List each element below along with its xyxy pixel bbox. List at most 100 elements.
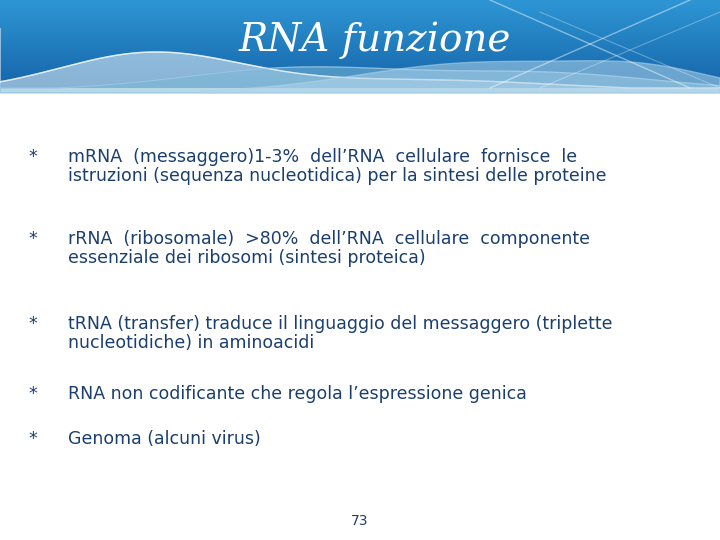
Bar bbox=[0, 63, 720, 64]
Bar bbox=[0, 87, 720, 88]
Bar bbox=[0, 3, 720, 4]
Bar bbox=[0, 33, 720, 34]
Bar bbox=[0, 84, 720, 85]
Bar bbox=[0, 36, 720, 37]
Text: tRNA (transfer) traduce il linguaggio del messaggero (triplette: tRNA (transfer) traduce il linguaggio de… bbox=[68, 315, 613, 333]
Bar bbox=[0, 45, 720, 46]
Bar bbox=[0, 17, 720, 18]
Bar bbox=[0, 61, 720, 62]
Bar bbox=[0, 85, 720, 86]
Bar bbox=[0, 67, 720, 68]
Bar bbox=[0, 5, 720, 6]
Text: *: * bbox=[28, 430, 37, 448]
Bar bbox=[0, 35, 720, 36]
Bar bbox=[0, 22, 720, 23]
Bar bbox=[0, 31, 720, 32]
Bar bbox=[0, 62, 720, 63]
Bar bbox=[0, 64, 720, 65]
Bar bbox=[0, 59, 720, 60]
Bar bbox=[0, 16, 720, 17]
Bar bbox=[0, 54, 720, 55]
Bar bbox=[0, 9, 720, 10]
Bar bbox=[0, 27, 720, 28]
Bar bbox=[0, 60, 720, 61]
Text: nucleotidiche) in aminoacidi: nucleotidiche) in aminoacidi bbox=[68, 334, 314, 352]
Bar bbox=[0, 28, 720, 29]
Bar bbox=[0, 43, 720, 44]
Text: istruzioni (sequenza nucleotidica) per la sintesi delle proteine: istruzioni (sequenza nucleotidica) per l… bbox=[68, 167, 606, 185]
Bar bbox=[0, 58, 720, 59]
Bar bbox=[0, 71, 720, 72]
Bar bbox=[0, 46, 720, 47]
Bar bbox=[0, 75, 720, 76]
Bar bbox=[0, 14, 720, 15]
Bar bbox=[0, 4, 720, 5]
Bar bbox=[0, 77, 720, 78]
Text: *: * bbox=[28, 315, 37, 333]
Bar bbox=[0, 24, 720, 25]
Bar bbox=[0, 73, 720, 74]
Polygon shape bbox=[0, 28, 720, 93]
Bar bbox=[0, 7, 720, 8]
Bar bbox=[0, 49, 720, 50]
Bar bbox=[0, 18, 720, 19]
Bar bbox=[0, 50, 720, 51]
Bar bbox=[0, 29, 720, 30]
Bar bbox=[0, 70, 720, 71]
Bar bbox=[0, 57, 720, 58]
Bar bbox=[0, 21, 720, 22]
Bar bbox=[0, 86, 720, 87]
Bar bbox=[0, 34, 720, 35]
Bar bbox=[0, 19, 720, 20]
Text: rRNA  (ribosomale)  >80%  dell’RNA  cellulare  componente: rRNA (ribosomale) >80% dell’RNA cellular… bbox=[68, 230, 590, 248]
Bar bbox=[0, 26, 720, 27]
Bar bbox=[0, 6, 720, 7]
Text: RNA non codificante che regola l’espressione genica: RNA non codificante che regola l’espress… bbox=[68, 385, 527, 403]
Bar bbox=[0, 40, 720, 41]
Bar bbox=[0, 44, 720, 45]
Bar bbox=[0, 12, 720, 13]
Bar bbox=[0, 39, 720, 40]
Bar bbox=[0, 0, 720, 1]
Bar bbox=[0, 15, 720, 16]
Bar bbox=[0, 80, 720, 81]
Bar bbox=[0, 48, 720, 49]
Bar bbox=[0, 1, 720, 2]
Bar bbox=[0, 8, 720, 9]
Text: *: * bbox=[28, 385, 37, 403]
Text: 73: 73 bbox=[351, 514, 369, 528]
Bar bbox=[0, 25, 720, 26]
Bar bbox=[0, 78, 720, 79]
Text: Genoma (alcuni virus): Genoma (alcuni virus) bbox=[68, 430, 261, 448]
Bar bbox=[0, 37, 720, 38]
Text: *: * bbox=[28, 148, 37, 166]
Bar bbox=[0, 23, 720, 24]
Bar bbox=[0, 82, 720, 83]
Text: *: * bbox=[28, 230, 37, 248]
Bar bbox=[0, 83, 720, 84]
Bar bbox=[0, 72, 720, 73]
Bar bbox=[0, 52, 720, 53]
Bar bbox=[0, 74, 720, 75]
Text: RNA funzione: RNA funzione bbox=[239, 21, 511, 59]
Bar bbox=[0, 69, 720, 70]
Bar bbox=[0, 56, 720, 57]
Bar bbox=[0, 13, 720, 14]
Bar bbox=[0, 79, 720, 80]
Bar bbox=[0, 65, 720, 66]
Bar bbox=[0, 55, 720, 56]
Bar bbox=[0, 76, 720, 77]
Bar bbox=[0, 68, 720, 69]
Bar bbox=[0, 53, 720, 54]
Bar bbox=[0, 81, 720, 82]
Bar bbox=[0, 66, 720, 67]
Bar bbox=[0, 42, 720, 43]
Bar bbox=[0, 30, 720, 31]
Text: essenziale dei ribosomi (sintesi proteica): essenziale dei ribosomi (sintesi proteic… bbox=[68, 249, 426, 267]
Bar bbox=[0, 41, 720, 42]
Polygon shape bbox=[0, 67, 720, 93]
Text: mRNA  (messaggero)1-3%  dell’RNA  cellulare  fornisce  le: mRNA (messaggero)1-3% dell’RNA cellulare… bbox=[68, 148, 577, 166]
Bar bbox=[0, 20, 720, 21]
Bar bbox=[0, 11, 720, 12]
Polygon shape bbox=[200, 60, 720, 93]
